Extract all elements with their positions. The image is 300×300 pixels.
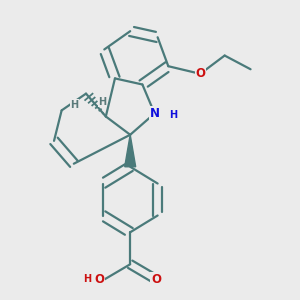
Text: H: H (169, 110, 177, 120)
Text: O: O (151, 273, 161, 286)
Text: H: H (83, 274, 91, 284)
Polygon shape (125, 135, 136, 167)
Text: H: H (98, 97, 106, 107)
Text: O: O (94, 273, 104, 286)
Text: H: H (70, 100, 78, 110)
Text: O: O (195, 67, 205, 80)
Text: N: N (150, 107, 160, 120)
